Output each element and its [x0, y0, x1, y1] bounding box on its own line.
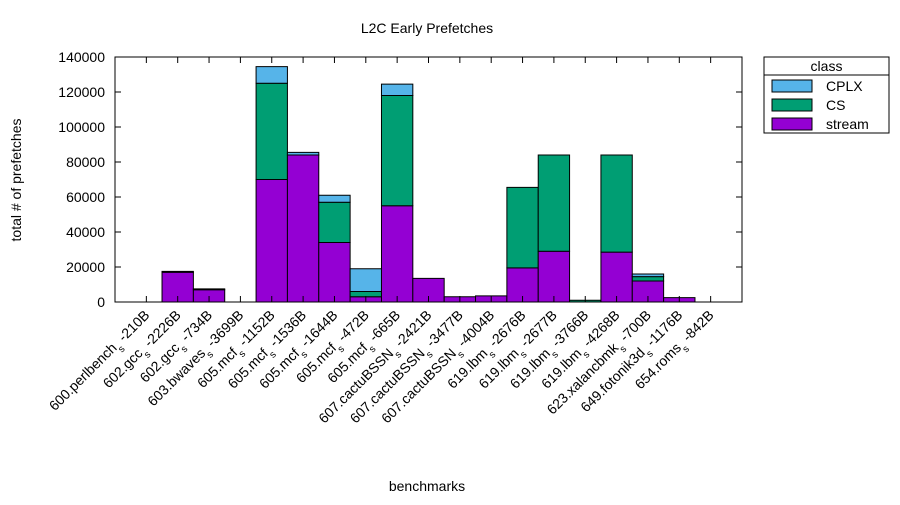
bar-segment-stream: [380, 205, 414, 303]
x-tick-label-subscript: s: [367, 343, 378, 354]
x-tick-label-subscript: s: [116, 343, 127, 354]
x-tick-label-subscript: s: [680, 343, 691, 354]
bar-segment-cs: [161, 270, 194, 273]
legend-swatch-stream: [771, 117, 813, 131]
y-tick-label: 60000: [66, 189, 105, 205]
legend-swatch-cs: [771, 98, 813, 112]
x-tick-label-subscript: s: [549, 349, 560, 360]
y-axis-title: total # of prefetches: [8, 119, 24, 242]
x-tick-label-subscript: s: [335, 343, 346, 354]
x-tick-label-subscript: s: [237, 348, 248, 359]
x-tick-label-subscript: s: [393, 349, 404, 360]
bar-segment-cs: [600, 154, 633, 253]
y-tick-label: 80000: [66, 154, 105, 170]
y-tick-label: 120000: [58, 84, 105, 100]
bar-segment-cplx: [318, 194, 351, 203]
x-tick-label-subscript: s: [204, 349, 215, 360]
y-tick-label: 40000: [66, 224, 105, 240]
bar-segment-cs: [506, 186, 539, 269]
bar-segment-cplx: [255, 66, 288, 84]
x-axis-title: benchmarks: [389, 478, 465, 494]
legend-label-cs: CS: [826, 97, 845, 113]
bar-segment-cs: [380, 95, 414, 207]
legend-label-stream: stream: [826, 116, 869, 132]
y-tick-label: 20000: [66, 259, 105, 275]
bar-segment-cplx: [286, 151, 320, 156]
x-tick-label-subscript: s: [581, 349, 592, 360]
x-tick-label-subscript: s: [487, 349, 498, 360]
y-tick-label: 0: [97, 294, 105, 310]
x-tick-label-subscript: s: [518, 349, 529, 360]
bar-segment-cs: [255, 82, 288, 180]
bar-segment-cplx: [380, 83, 414, 96]
bar-segment-stream: [600, 251, 633, 303]
bar-segment-cs: [318, 201, 351, 243]
legend-title: class: [811, 58, 843, 74]
bar-segment-stream: [318, 242, 351, 303]
chart-title: L2C Early Prefetches: [361, 20, 493, 36]
y-axis: 0 20000 40000 60000 80000 100000 120000 140000: [58, 49, 742, 310]
y-tick-label: 140000: [58, 49, 105, 65]
x-tick-label-subscript: s: [179, 343, 190, 354]
bar-segment-cs: [349, 291, 382, 298]
bar-segment-cplx: [631, 273, 665, 278]
bar-segment-cs: [537, 154, 571, 252]
bars-layer: [161, 66, 696, 303]
bar-segment-cplx: [349, 268, 382, 292]
x-tick-label-subscript: s: [644, 348, 655, 359]
bar-segment-cs: [631, 276, 665, 282]
x-tick-label-subscript: s: [142, 349, 153, 360]
x-tick-label-suffix: -472B: [331, 307, 371, 347]
x-tick-label-suffix: -842B: [676, 307, 716, 347]
bar-segment-stream: [255, 179, 288, 303]
x-tick-label-subscript: s: [617, 343, 628, 354]
y-tick-label: 100000: [58, 119, 105, 135]
x-tick-label-subscript: s: [424, 349, 435, 360]
bar-segment-cs: [192, 288, 226, 291]
bar-segment-stream: [286, 154, 320, 303]
x-tick-label-subscript: s: [455, 349, 466, 360]
legend: class CPLX CS stream: [763, 56, 890, 134]
x-tick-label-subscript: s: [298, 349, 309, 360]
bar-segment-stream: [537, 250, 571, 303]
legend-label-cplx: CPLX: [826, 78, 863, 94]
legend-swatch-cplx: [771, 79, 813, 93]
x-tick-label-subscript: s: [267, 349, 278, 360]
plot-frame: [114, 56, 743, 303]
